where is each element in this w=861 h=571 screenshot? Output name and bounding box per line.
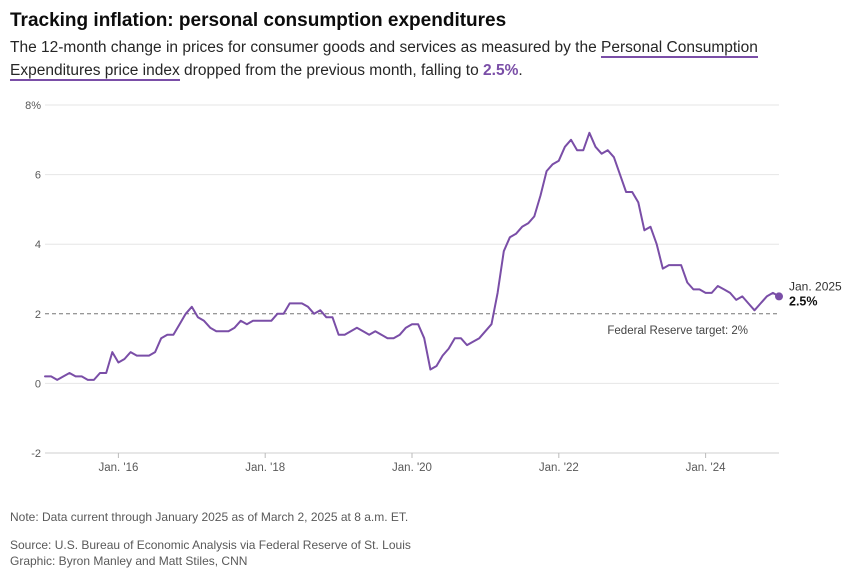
series-group <box>44 131 780 381</box>
pce-series-line <box>44 131 780 381</box>
target-line-group: Federal Reserve target: 2% <box>45 313 779 337</box>
line-chart: -2 0 2 4 6 8% Jan. '16 Jan. '18 Jan. '20 Jan. '22… <box>25 100 842 474</box>
y-tick-label: 6 <box>35 170 41 182</box>
x-tick-label: Jan. '20 <box>392 462 432 474</box>
latest-value-highlight: 2.5% <box>483 62 519 79</box>
subtitle-end: . <box>518 62 523 79</box>
chart-title: Tracking inflation: personal consumption… <box>10 10 507 31</box>
x-tick-label: Jan. '16 <box>98 462 138 474</box>
x-tick-label: Jan. '18 <box>245 462 285 474</box>
fed-target-label: Federal Reserve target: 2% <box>607 325 748 337</box>
subtitle-text: The 12-month change in prices for consum… <box>10 39 602 56</box>
y-tick-label: 4 <box>35 239 41 251</box>
data-note: Note: Data current through January 2025 … <box>10 510 409 524</box>
y-tick-label: -2 <box>31 448 41 460</box>
y-tick-label: 0 <box>35 378 41 390</box>
y-tick-label: 2 <box>35 309 41 321</box>
gridlines <box>45 104 779 454</box>
y-tick-label: 8% <box>25 100 41 112</box>
latest-point-marker[interactable] <box>775 292 783 301</box>
end-date-label: Jan. 2025 <box>789 279 842 293</box>
axes: -2 0 2 4 6 8% Jan. '16 Jan. '18 Jan. '20 Jan. '22… <box>25 100 779 474</box>
pce-index-link[interactable]: Personal Consumption Expenditures price … <box>10 39 758 81</box>
source-line: Source: U.S. Bureau of Economic Analysis… <box>10 538 411 552</box>
x-tick-label: Jan. '24 <box>686 462 727 474</box>
end-value-label: 2.5% <box>789 294 818 308</box>
graphic-credit: Graphic: Byron Manley and Matt Stiles, C… <box>10 554 248 568</box>
x-tick-label: Jan. '22 <box>539 462 579 474</box>
subtitle-text-2: dropped from the previous month, falling… <box>179 62 484 79</box>
chart-subtitle: The 12-month change in prices for consum… <box>10 36 850 82</box>
